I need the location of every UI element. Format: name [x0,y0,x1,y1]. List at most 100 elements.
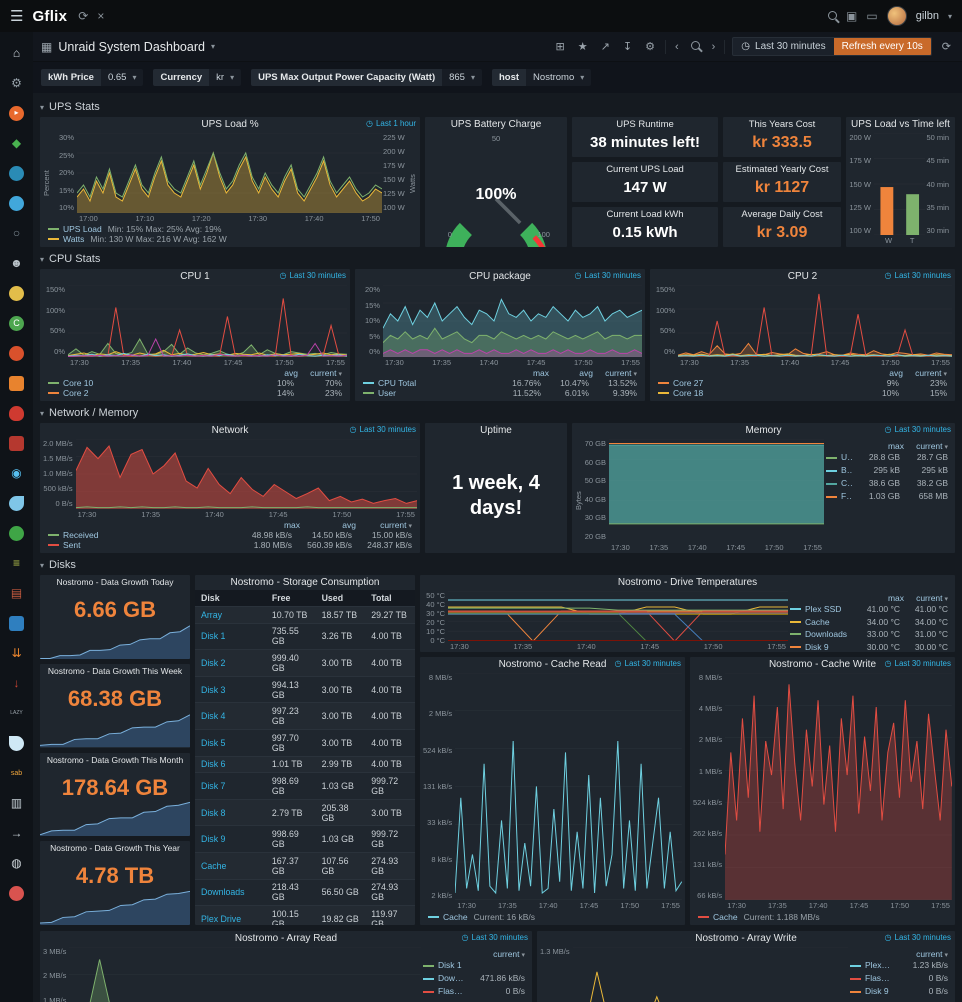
panel-title[interactable]: CPU 1 [180,271,210,282]
panel-title[interactable]: Estimated Yearly Cost [735,164,829,175]
disk-name[interactable]: Array [195,606,266,624]
legend-item[interactable]: Cache Current: 1.188 MB/s [698,912,947,922]
array-read-graph[interactable] [69,947,421,1002]
disk-name[interactable]: Disk 1 [195,622,266,650]
panel-title[interactable]: Nostromo - Drive Temperatures [617,577,758,588]
sidebar-icon-red-box[interactable] [0,428,33,458]
panel-title[interactable]: Nostromo - Array Read [234,933,338,944]
panel-title[interactable]: Current UPS Load [606,164,684,175]
ups-load-graph[interactable] [77,133,382,213]
legend-item[interactable]: Disk 9 30.00 °C 30.00 °C [790,641,948,651]
fullscreen-icon[interactable]: ▣ [846,9,858,23]
ups-bars-graph[interactable] [874,133,925,235]
add-panel-icon[interactable]: ⊞ [555,41,565,53]
column-header[interactable]: Used [315,590,366,607]
legend-item[interactable]: User 11.52% 6.01% 9.39% [363,388,637,398]
save-icon[interactable]: ↧ [622,41,633,53]
sidebar-icon-white-drop[interactable] [0,728,33,758]
sidebar-icon-stack[interactable]: ≡ [12,556,20,570]
disk-name[interactable]: Cache [195,851,266,880]
sidebar-icon-user-app[interactable]: ☻ [10,256,23,270]
app-logo[interactable]: Gflix [32,7,68,25]
legend-item[interactable]: Disk 1 [423,959,525,972]
array-write-graph[interactable] [573,947,848,1002]
legend-item[interactable]: Plex SSD 41.00 °C 41.00 °C [790,603,948,616]
sidebar-icon-blue-drop[interactable] [0,488,33,518]
panel-title[interactable]: Network [211,425,249,436]
legend-item[interactable]: Core 10 10% 70% [48,378,342,388]
sidebar-icon-library[interactable]: ▥ [10,796,23,810]
close-icon[interactable]: × [97,9,105,23]
column-header[interactable]: Total [365,590,415,607]
legend-item[interactable]: Plex SSD 1.23 kB/s [850,959,948,972]
sidebar-icon-green-c-app[interactable]: C [0,308,33,338]
legend-item[interactable]: Downloads 471.86 kB/s [423,972,525,985]
variable-value-dropdown[interactable]: 865 ▾ [442,69,482,86]
sidebar-icon-lazylibrarian[interactable]: LAZY [10,709,23,716]
sidebar-icon-red-shield[interactable] [0,398,33,428]
panel-title[interactable]: Nostromo - Data Growth This Month [46,754,184,765]
legend-item[interactable]: Flash drive 0 B/s [423,985,525,998]
disk-name[interactable]: Disk 3 [195,675,266,703]
legend-item[interactable]: UPS Load Min: 15% Max: 25% Avg: 19% [48,224,412,234]
sidebar-icon-search-app[interactable]: ○ [12,226,21,240]
panel-title[interactable]: Uptime [480,425,512,436]
legend-item[interactable]: Sent 1.80 MB/s 560.39 kB/s 248.37 kB/s [48,540,412,550]
disk-name[interactable]: Disk 6 [195,755,266,773]
legend-item[interactable]: Flash drive 0 B/s [850,972,948,985]
row-header-network-memory[interactable]: ▾ Network / Memory [40,407,139,419]
menu-toggle-icon[interactable]: ☰ [10,8,24,25]
drive-temps-graph[interactable] [448,591,788,641]
sidebar-icon-yellow-app[interactable] [0,278,33,308]
username[interactable]: gilbn [915,10,939,22]
disk-name[interactable]: Downloads [195,878,266,906]
sidebar-icon-logout[interactable]: → [10,826,23,840]
sidebar-icon-down-arrows[interactable]: ⇊ [11,646,22,660]
disk-name[interactable]: Disk 7 [195,772,266,800]
legend-item[interactable]: Core 2 14% 23% [48,388,342,398]
panel-title[interactable]: UPS Load % [201,119,259,130]
legend-item[interactable]: Received 48.98 kB/s 14.50 kB/s 15.00 kB/… [48,530,412,540]
time-back-icon[interactable]: ‹ [674,40,679,53]
refresh-dashboard-icon[interactable]: ⟳ [941,41,951,53]
variable-value-dropdown[interactable]: kr ▾ [209,69,242,86]
legend-item[interactable]: Watts Min: 130 W Max: 216 W Avg: 162 W [48,234,412,244]
legend-item[interactable]: Buffered 295 kB 295 kB [826,464,948,477]
sidebar-icon-sabnzbd[interactable]: sab [10,769,23,777]
panel-title[interactable]: Nostromo - Data Growth This Week [47,665,183,676]
disk-name[interactable]: Disk 9 [195,825,266,853]
disk-name[interactable]: Disk 4 [195,702,266,730]
legend-item[interactable]: Core 18 10% 15% [658,388,947,398]
column-header[interactable]: Disk [195,590,266,607]
legend-item[interactable]: Cache 34.00 °C 34.00 °C [790,616,948,629]
legend-item[interactable]: Used 28.8 GB 28.7 GB [826,451,948,464]
panel-title[interactable]: UPS Runtime [616,119,674,130]
share-icon[interactable]: ↗ [600,41,610,53]
panel-title[interactable]: CPU package [469,271,531,282]
legend-item[interactable]: Downloads 33.00 °C 31.00 °C [790,628,948,641]
panel-title[interactable]: Average Daily Cost [741,209,823,220]
avatar[interactable] [886,6,907,26]
panel-title[interactable]: UPS Load vs Time left [851,119,950,130]
legend-item[interactable]: Core 27 9% 23% [658,378,947,388]
sidebar-icon-orange-app[interactable] [0,338,33,368]
panel-title[interactable]: Nostromo - Storage Consumption [230,577,380,588]
sidebar-icon-blue-app[interactable] [0,188,33,218]
sidebar-icon-camera-eye[interactable]: ◉ [11,466,22,480]
settings-gear-icon[interactable]: ⚙ [645,41,655,53]
tv-mode-icon[interactable]: ▭ [866,9,878,23]
row-header-disks[interactable]: ▾ Disks [40,559,76,571]
sidebar-icon-unraid[interactable]: ▸ [0,98,33,128]
sidebar-icon-green-app[interactable] [0,518,33,548]
legend-item[interactable]: Cached 38.6 GB 38.2 GB [826,477,948,490]
disk-name[interactable]: Disk 2 [195,649,266,677]
sidebar-icon-settings[interactable]: ⚙ [11,76,22,90]
panel-title[interactable]: Nostromo - Data Growth This Year [50,843,180,854]
panel-title[interactable]: Nostromo - Array Write [695,933,797,944]
disk-name[interactable]: Plex Drive [195,905,266,925]
legend-item[interactable]: CPU Total 16.76% 10.47% 13.52% [363,378,637,388]
panel-title[interactable]: Nostromo - Data Growth Today [56,577,174,587]
legend-item[interactable]: Disk 9 0 B/s [850,985,948,998]
sidebar-icon-red-arrow[interactable]: ↓ [13,676,20,690]
panel-title[interactable]: CPU 2 [787,271,818,282]
